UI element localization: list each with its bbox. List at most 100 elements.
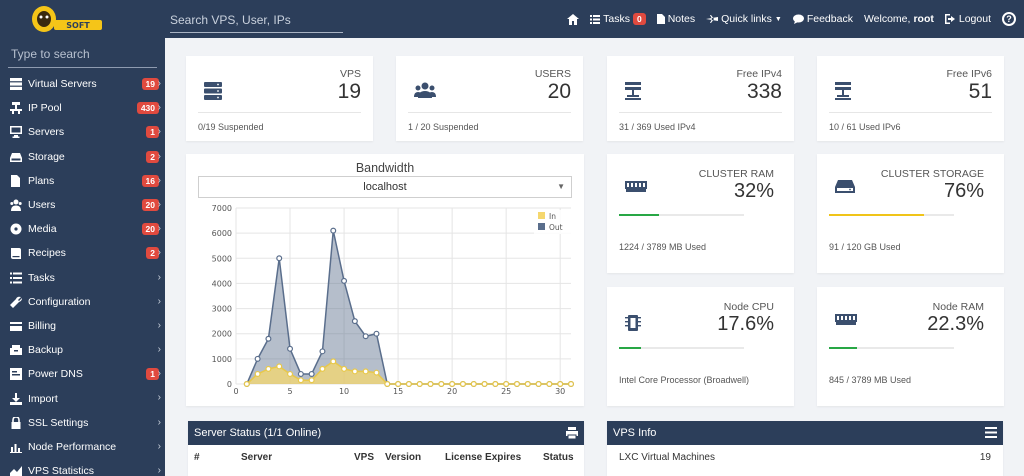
data-point-in — [449, 381, 456, 388]
count-badge: 2 — [146, 150, 159, 163]
sidebar-search-input[interactable]: Type to search — [8, 44, 157, 68]
ipv4-stat-card[interactable]: Free IPv4 338 31 / 369 Used IPv4 — [607, 56, 794, 141]
count-badge: 1 — [146, 368, 159, 381]
sidebar-item-virtual-servers[interactable]: Virtual Servers 19 › — [0, 72, 165, 96]
data-point-in — [351, 368, 358, 375]
data-point-out — [287, 345, 294, 352]
sidebar-item-tasks[interactable]: Tasks › — [0, 266, 165, 290]
ipv6-used-text: 10 / 61 Used IPv6 — [829, 122, 901, 132]
sidebar-item-ssl-settings[interactable]: SSL Settings › — [0, 411, 165, 435]
col-license-expires: License Expires — [445, 452, 522, 463]
logout-label: Logout — [958, 13, 991, 25]
data-point-in — [503, 381, 510, 388]
sidebar-item-billing[interactable]: Billing › — [0, 314, 165, 338]
sidebar-item-ip-pool[interactable]: IP Pool 430 › — [0, 96, 165, 120]
count-badge: 20 — [141, 223, 159, 236]
y-tick-label: 3000 — [212, 305, 232, 314]
legend-swatch-out — [538, 223, 545, 230]
server-icon — [9, 78, 23, 91]
sidebar-item-vps-statistics[interactable]: VPS Statistics › — [0, 459, 165, 476]
data-point-in — [395, 381, 402, 388]
softaculous-logo[interactable]: SOFT — [30, 4, 104, 34]
sidebar-item-configuration[interactable]: Configuration › — [0, 290, 165, 314]
sidebar-item-label: Servers — [28, 126, 65, 139]
list-icon[interactable] — [985, 427, 997, 438]
bandwidth-card: Bandwidth localhost ▼ 0 1000 2000 3000 4000 5… — [186, 154, 584, 406]
svg-text:SOFT: SOFT — [66, 21, 90, 30]
sidebar-item-label: Media — [28, 223, 57, 236]
cpu-icon — [625, 315, 641, 331]
data-point-in — [535, 381, 542, 388]
print-icon[interactable] — [566, 427, 578, 439]
bandwidth-chart: 0 1000 2000 3000 4000 5000 6000 7000 0 5 10 15 20 25 3… — [212, 204, 575, 396]
quicklinks-dropdown[interactable]: Quick links ▼ — [706, 13, 782, 25]
node-cpu-card[interactable]: Node CPU 17.6% Intel Core Processor (Bro… — [607, 287, 794, 406]
server-select[interactable]: localhost ▼ — [198, 176, 572, 198]
home-link[interactable] — [567, 13, 580, 25]
data-point-out — [351, 318, 358, 325]
series-line-out — [246, 230, 571, 385]
comment-icon — [792, 14, 804, 24]
cluster-ram-value: 32% — [733, 180, 774, 202]
data-point-out — [308, 370, 315, 377]
sidebar-item-users[interactable]: Users 20 › — [0, 193, 165, 217]
disc-icon — [9, 223, 23, 235]
logout-link[interactable]: Logout — [944, 13, 991, 25]
hdd-icon — [835, 180, 855, 193]
cluster-storage-card[interactable]: CLUSTER STORAGE 76% 91 / 120 GB Used — [817, 154, 1004, 273]
notes-label: Notes — [667, 13, 696, 25]
sidebar-item-power-dns[interactable]: Power DNS 1 › — [0, 362, 165, 386]
tasks-link[interactable]: Tasks 0 — [590, 13, 646, 25]
sidebar-item-servers[interactable]: Servers 1 › — [0, 120, 165, 144]
data-point-in — [276, 363, 283, 370]
node-ram-card[interactable]: Node RAM 22.3% 845 / 3789 MB Used — [817, 287, 1004, 406]
ipv6-label: Free IPv6 — [946, 68, 992, 80]
col-version: Version — [385, 452, 422, 463]
sidebar-item-recipes[interactable]: Recipes 2 › — [0, 241, 165, 265]
vps-stat-card[interactable]: VPS 19 0/19 Suspended — [186, 56, 373, 141]
sidebar-item-media[interactable]: Media 20 › — [0, 217, 165, 241]
chevron-right-icon: › — [157, 440, 161, 452]
ipv4-label: Free IPv4 — [736, 68, 782, 80]
x-tick-label: 20 — [447, 387, 457, 396]
welcome-text: Welcome, root — [864, 13, 934, 25]
divider — [408, 112, 571, 113]
feedback-link[interactable]: Feedback — [792, 13, 853, 25]
ipv6-stat-card[interactable]: Free IPv6 51 10 / 61 Used IPv6 — [817, 56, 1004, 141]
sidebar-item-plans[interactable]: Plans 16 › — [0, 169, 165, 193]
count-badge: 19 — [141, 78, 159, 91]
legend-swatch-in — [538, 212, 545, 219]
cluster-ram-card[interactable]: CLUSTER RAM 32% 1224 / 3789 MB Used — [607, 154, 794, 273]
data-point-out — [319, 348, 326, 355]
chevron-right-icon: › — [157, 319, 161, 331]
users-stat-card[interactable]: USERS 20 1 / 20 Suspended — [396, 56, 583, 141]
users-suspended-text: 1 / 20 Suspended — [408, 122, 479, 132]
sidebar-item-node-performance[interactable]: Node Performance › — [0, 435, 165, 459]
file-icon — [9, 174, 23, 187]
x-tick-label: 15 — [393, 387, 403, 396]
progress-fill — [619, 214, 659, 216]
stats-icon — [9, 465, 23, 476]
sidebar-item-backup[interactable]: Backup › — [0, 338, 165, 362]
global-search-input[interactable]: Search VPS, User, IPs — [170, 9, 343, 33]
sidebar-item-import[interactable]: Import › — [0, 386, 165, 410]
y-tick-label: 6000 — [212, 229, 232, 238]
sidebar-item-label: Users — [28, 199, 56, 212]
tasks-icon — [9, 272, 23, 284]
vps-info-header: VPS Info — [607, 421, 1003, 445]
sidebar-item-storage[interactable]: Storage 2 › — [0, 145, 165, 169]
chevron-right-icon: › — [157, 247, 161, 259]
top-nav-links: Tasks 0 Notes Quick links ▼ Feedback Wel… — [567, 0, 1016, 38]
chevron-right-icon: › — [157, 392, 161, 404]
vps-info-row-label: LXC Virtual Machines — [619, 452, 715, 463]
help-icon[interactable]: ? — [1002, 12, 1016, 26]
server-select-value: localhost — [363, 181, 407, 193]
desktop-icon — [9, 126, 23, 139]
welcome-label: Welcome, — [863, 13, 911, 25]
data-point-out — [254, 355, 261, 362]
data-point-in — [330, 358, 337, 365]
backup-icon — [9, 344, 23, 356]
notes-link[interactable]: Notes — [656, 13, 696, 25]
wrench-icon — [9, 296, 23, 308]
divider — [198, 112, 361, 113]
